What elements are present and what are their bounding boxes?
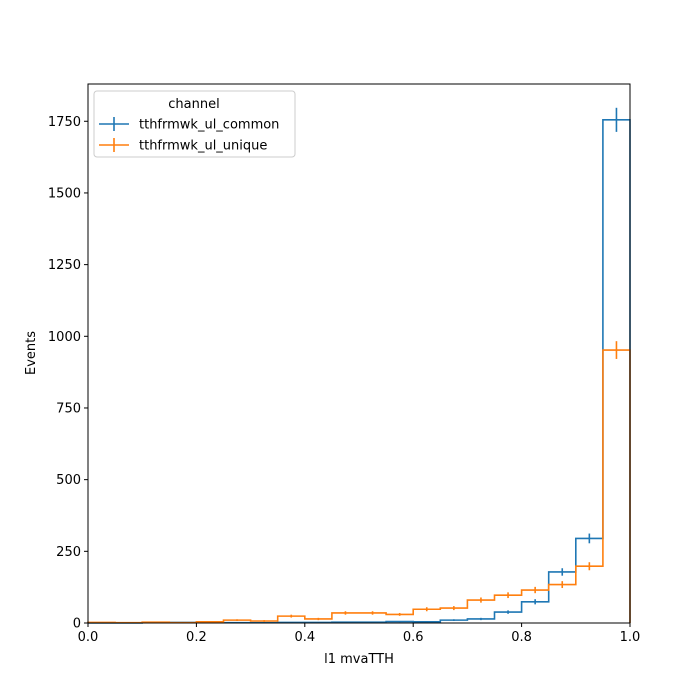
legend-label: tthfrmwk_ul_unique [139,139,267,154]
plot-series [87,107,631,624]
legend-entry: tthfrmwk_ul_unique [99,138,267,154]
y-tick-label: 500 [56,473,81,488]
legend-title: channel [168,97,219,112]
x-tick-label: 1.0 [620,630,641,645]
legend-entry: tthfrmwk_ul_common [99,117,279,133]
x-tick-label: 0.6 [403,630,424,645]
legend: channel tthfrmwk_ul_common tthfrmwk_ul_un… [93,90,296,158]
legend-entries: tthfrmwk_ul_common tthfrmwk_ul_unique [99,117,279,154]
x-tick-label: 0.4 [294,630,315,645]
x-tick-label: 0.0 [78,630,99,645]
y-axis-label: Events [24,331,39,375]
y-tick-label: 750 [56,401,81,416]
y-axis-ticks: 0 250 500 750 1000 1250 1500 1750 [48,115,88,632]
y-tick-label: 1750 [48,115,81,130]
y-tick-label: 0 [73,617,81,632]
plot-frame [87,83,631,624]
y-tick-label: 1500 [48,186,81,201]
x-axis-label: l1 mvaTTH [324,652,394,667]
x-axis-ticks: 0.0 0.2 0.4 0.6 0.8 1.0 [78,623,641,645]
legend-box [93,90,296,158]
x-tick-label: 0.2 [186,630,207,645]
y-tick-label: 1000 [48,330,81,345]
y-tick-label: 1250 [48,258,81,273]
legend-label: tthfrmwk_ul_common [139,118,279,133]
y-tick-label: 250 [56,545,81,560]
x-tick-label: 0.8 [511,630,532,645]
